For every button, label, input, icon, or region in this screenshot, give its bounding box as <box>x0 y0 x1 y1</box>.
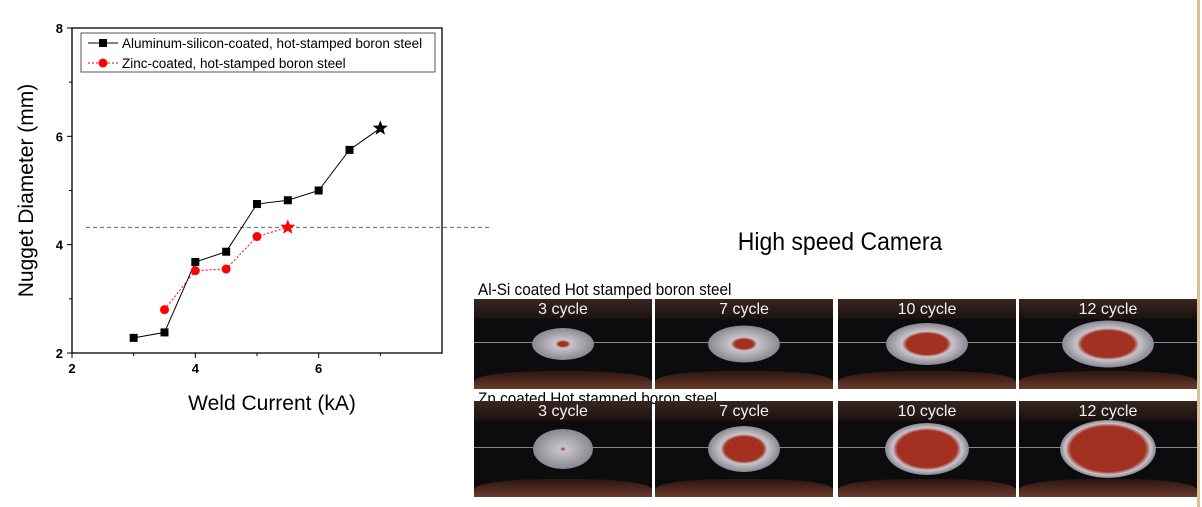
electrode-top <box>1019 299 1197 319</box>
weld-nugget <box>886 323 968 365</box>
x-tick-label: 6 <box>315 361 322 376</box>
camera-frame-zn-3-cycle: 3 cycle <box>474 401 652 497</box>
data-point <box>222 247 231 256</box>
frame-label: 12 cycle <box>1078 301 1138 318</box>
data-point <box>283 196 292 205</box>
frame-label: 7 cycle <box>719 403 769 420</box>
electrode-top <box>474 401 652 421</box>
camera-frame-alsi-3-cycle: 3 cycle <box>474 299 652 389</box>
data-point <box>191 258 200 266</box>
camera-frame-zn-7-cycle: 7 cycle <box>655 401 833 497</box>
electrode-bottom <box>655 479 833 497</box>
electrode-top <box>655 401 833 421</box>
data-point <box>221 264 231 274</box>
legend-box <box>80 32 436 73</box>
x-tick-label: 2 <box>68 361 75 376</box>
data-point <box>190 266 200 276</box>
data-point <box>129 333 138 342</box>
legend-marker <box>98 58 108 68</box>
weld-nugget <box>532 328 594 360</box>
frame-label: 12 cycle <box>1078 403 1138 420</box>
camera-frame-zn-10-cycle: 10 cycle <box>838 401 1016 497</box>
camera-frame-zn-12-cycle: 12 cycle <box>1019 401 1197 497</box>
nugget-diameter-chart: 2 4 6 2 4 6 8 Weld Current (kA) Nugget Diameter … <box>15 21 492 415</box>
y-tick-label: 8 <box>56 21 63 36</box>
electrode-bottom <box>1019 479 1197 497</box>
electrode-bottom <box>1019 371 1197 389</box>
electrode-bottom <box>474 371 652 389</box>
plot-frame <box>71 27 443 354</box>
camera-frame-alsi-10-cycle: 10 cycle <box>838 299 1016 389</box>
weld-nugget <box>533 429 593 469</box>
legend-label: Zinc-coated, hot-stamped boron steel <box>122 56 346 71</box>
frame-label: 7 cycle <box>719 301 769 318</box>
camera-frame-alsi-7-cycle: 7 cycle <box>655 299 833 389</box>
y-axis-label: Nugget Diameter (mm) <box>15 84 38 298</box>
electrode-top <box>474 299 652 319</box>
data-point <box>160 305 169 315</box>
frame-label: 10 cycle <box>897 301 957 318</box>
data-point <box>314 186 323 195</box>
data-point <box>252 232 262 242</box>
y-tick-label: 2 <box>56 346 63 361</box>
data-point <box>345 145 354 154</box>
electrode-top <box>838 401 1016 421</box>
slide-edge <box>1197 0 1200 507</box>
weld-nugget <box>1062 320 1154 368</box>
electrode-bottom <box>474 479 652 497</box>
camera-frame-alsi-12-cycle: 12 cycle <box>1019 299 1197 389</box>
data-point-star <box>280 219 296 234</box>
y-tick-label: 6 <box>56 129 63 144</box>
legend-label: Aluminum-silicon-coated, hot-stamped bor… <box>122 36 422 51</box>
data-point-star <box>372 120 388 135</box>
electrode-bottom <box>838 371 1016 389</box>
weld-nugget <box>708 426 780 472</box>
weld-nugget <box>885 423 969 475</box>
weld-nugget <box>1060 420 1156 478</box>
x-axis-label: Weld Current (kA) <box>188 392 356 415</box>
data-point <box>253 200 261 209</box>
electrode-top <box>655 299 833 319</box>
frame-label: 10 cycle <box>897 403 957 420</box>
electrode-bottom <box>655 371 833 389</box>
row-label-alsi: Al-Si coated Hot stamped boron steel <box>478 280 732 299</box>
data-point <box>160 328 169 337</box>
legend-marker <box>99 39 107 47</box>
frame-label: 3 cycle <box>538 301 588 318</box>
electrode-top <box>838 299 1016 319</box>
electrode-bottom <box>838 479 1016 497</box>
y-tick-label: 4 <box>56 238 64 253</box>
x-tick-label: 4 <box>192 361 200 376</box>
frame-label: 3 cycle <box>538 403 588 420</box>
camera-title: High speed Camera <box>737 228 943 256</box>
electrode-top <box>1019 401 1197 421</box>
weld-nugget <box>708 325 780 363</box>
